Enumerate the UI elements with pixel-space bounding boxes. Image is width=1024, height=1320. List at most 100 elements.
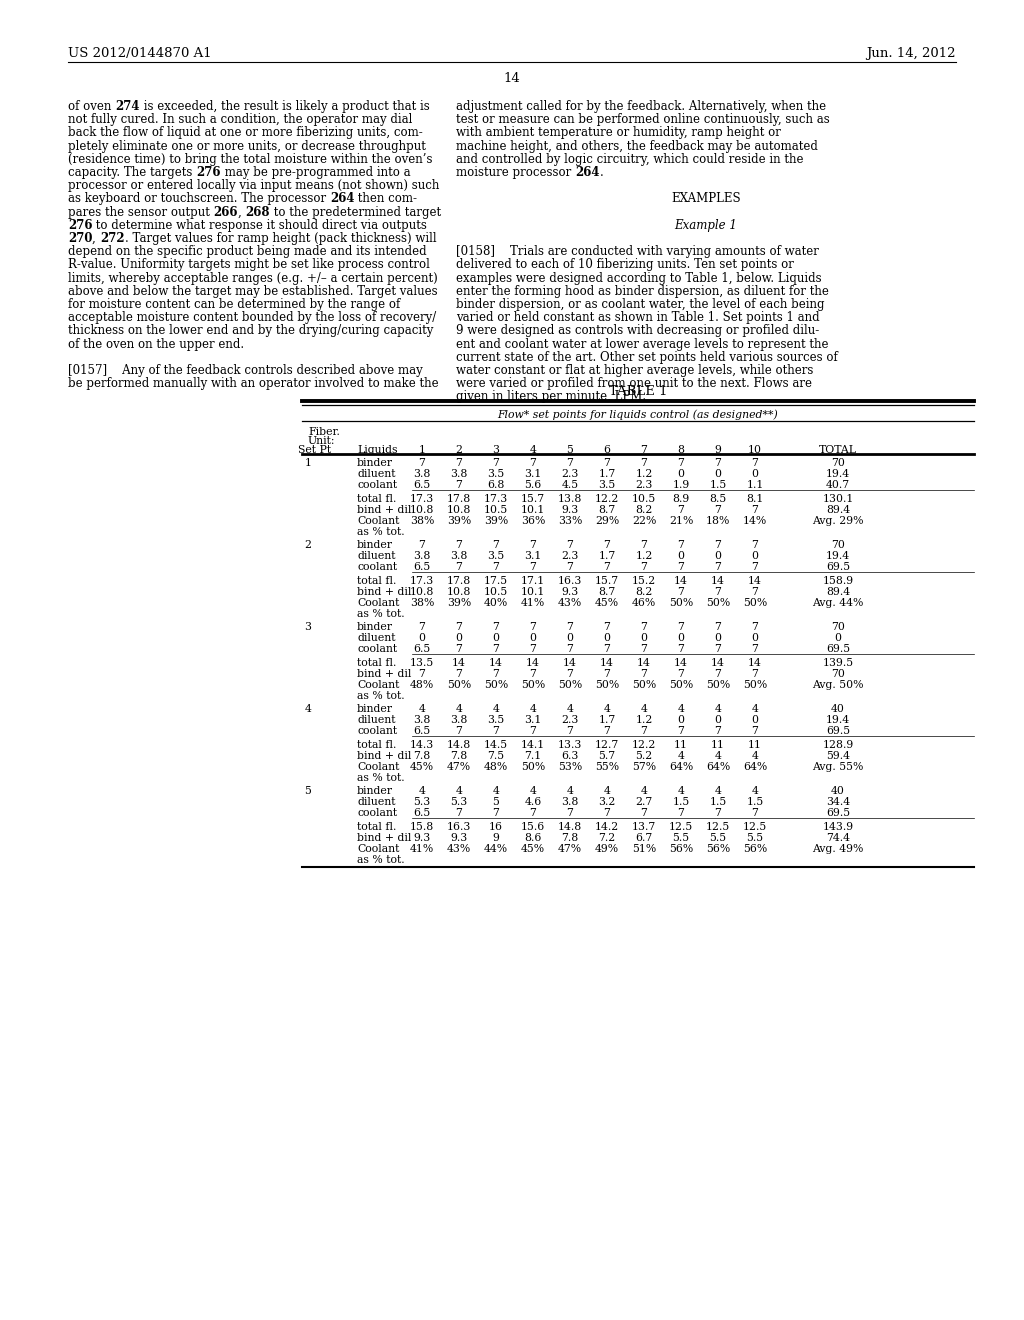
Text: 43%: 43% (558, 598, 582, 609)
Text: 50%: 50% (446, 680, 471, 690)
Text: 11: 11 (748, 741, 762, 750)
Text: 7: 7 (641, 808, 647, 818)
Text: 14: 14 (489, 657, 503, 668)
Text: 15.6: 15.6 (521, 822, 545, 832)
Text: 7: 7 (641, 562, 647, 572)
Text: 0: 0 (456, 634, 463, 643)
Text: bind + dil: bind + dil (357, 587, 412, 597)
Text: diluent: diluent (357, 634, 395, 643)
Text: 0: 0 (678, 550, 684, 561)
Text: 270: 270 (68, 232, 92, 246)
Text: 14: 14 (711, 657, 725, 668)
Text: 14: 14 (452, 657, 466, 668)
Text: 7: 7 (419, 669, 425, 678)
Text: 70: 70 (831, 458, 845, 469)
Text: 29%: 29% (595, 516, 620, 525)
Text: then com-: then com- (354, 193, 418, 206)
Text: and controlled by logic circuitry, which could reside in the: and controlled by logic circuitry, which… (456, 153, 804, 166)
Text: 8.7: 8.7 (598, 587, 615, 597)
Text: enter the forming hood as binder dispersion, as diluent for the: enter the forming hood as binder dispers… (456, 285, 828, 298)
Text: 0: 0 (752, 634, 759, 643)
Text: 45%: 45% (410, 762, 434, 772)
Text: 3.2: 3.2 (598, 797, 615, 807)
Text: 12.5: 12.5 (742, 822, 767, 832)
Text: 7.8: 7.8 (414, 751, 431, 762)
Text: 3.1: 3.1 (524, 469, 542, 479)
Text: 7: 7 (493, 622, 500, 632)
Text: 16.3: 16.3 (446, 822, 471, 832)
Text: 12.5: 12.5 (669, 822, 693, 832)
Text: 9.3: 9.3 (451, 833, 468, 843)
Text: 51%: 51% (632, 843, 656, 854)
Text: Coolant: Coolant (357, 516, 399, 525)
Text: 4: 4 (715, 751, 722, 762)
Text: [0158]    Trials are conducted with varying amounts of water: [0158] Trials are conducted with varying… (456, 246, 819, 259)
Text: 12.7: 12.7 (595, 741, 620, 750)
Text: 7: 7 (715, 808, 722, 818)
Text: 7: 7 (456, 458, 463, 469)
Text: 4: 4 (456, 785, 463, 796)
Text: 1.2: 1.2 (635, 550, 652, 561)
Text: 3.5: 3.5 (487, 715, 505, 725)
Text: 17.8: 17.8 (446, 494, 471, 504)
Text: 7: 7 (752, 726, 759, 737)
Text: 7: 7 (493, 644, 500, 653)
Text: 7: 7 (529, 726, 537, 737)
Text: 4.6: 4.6 (524, 797, 542, 807)
Text: 14: 14 (749, 576, 762, 586)
Text: 19.4: 19.4 (826, 550, 850, 561)
Text: [0157]    Any of the feedback controls described above may: [0157] Any of the feedback controls desc… (68, 364, 423, 378)
Text: 10.5: 10.5 (632, 494, 656, 504)
Text: 33%: 33% (558, 516, 583, 525)
Text: examples were designed according to Table 1, below. Liquids: examples were designed according to Tabl… (456, 272, 821, 285)
Text: 14.8: 14.8 (558, 822, 582, 832)
Text: 17.3: 17.3 (484, 494, 508, 504)
Text: 14%: 14% (742, 516, 767, 525)
Text: water constant or flat at higher average levels, while others: water constant or flat at higher average… (456, 364, 813, 378)
Text: 7: 7 (566, 669, 573, 678)
Text: 15.7: 15.7 (521, 494, 545, 504)
Text: 1.5: 1.5 (710, 797, 727, 807)
Text: 1.5: 1.5 (746, 797, 764, 807)
Text: 1.1: 1.1 (746, 480, 764, 490)
Text: 45%: 45% (521, 843, 545, 854)
Text: 6.5: 6.5 (414, 726, 431, 737)
Text: processor or entered locally via input means (not shown) such: processor or entered locally via input m… (68, 180, 439, 193)
Text: coolant: coolant (357, 562, 397, 572)
Text: 7: 7 (456, 726, 463, 737)
Text: 6.5: 6.5 (414, 644, 431, 653)
Text: 264: 264 (330, 193, 354, 206)
Text: 39%: 39% (484, 516, 508, 525)
Text: total fl.: total fl. (357, 657, 396, 668)
Text: 1.2: 1.2 (635, 469, 652, 479)
Text: 2.3: 2.3 (561, 550, 579, 561)
Text: 10: 10 (748, 445, 762, 455)
Text: 7: 7 (566, 726, 573, 737)
Text: 0: 0 (715, 469, 722, 479)
Text: 266: 266 (214, 206, 239, 219)
Text: 4: 4 (529, 785, 537, 796)
Text: total fl.: total fl. (357, 741, 396, 750)
Text: 14: 14 (563, 657, 577, 668)
Text: 6.5: 6.5 (414, 562, 431, 572)
Text: 18%: 18% (706, 516, 730, 525)
Text: 7: 7 (641, 445, 647, 455)
Text: 41%: 41% (410, 843, 434, 854)
Text: to the predetermined target: to the predetermined target (270, 206, 441, 219)
Text: 47%: 47% (558, 843, 582, 854)
Text: 7: 7 (566, 808, 573, 818)
Text: 7: 7 (493, 458, 500, 469)
Text: 7: 7 (493, 562, 500, 572)
Text: 50%: 50% (706, 598, 730, 609)
Text: 7: 7 (641, 622, 647, 632)
Text: 14.5: 14.5 (484, 741, 508, 750)
Text: Example 1: Example 1 (675, 219, 737, 232)
Text: 8.1: 8.1 (746, 494, 764, 504)
Text: Coolant: Coolant (357, 598, 399, 609)
Text: 43%: 43% (446, 843, 471, 854)
Text: 0: 0 (835, 634, 842, 643)
Text: 7: 7 (529, 540, 537, 550)
Text: 158.9: 158.9 (822, 576, 854, 586)
Text: were varied or profiled from one unit to the next. Flows are: were varied or profiled from one unit to… (456, 378, 812, 391)
Text: 3.8: 3.8 (451, 715, 468, 725)
